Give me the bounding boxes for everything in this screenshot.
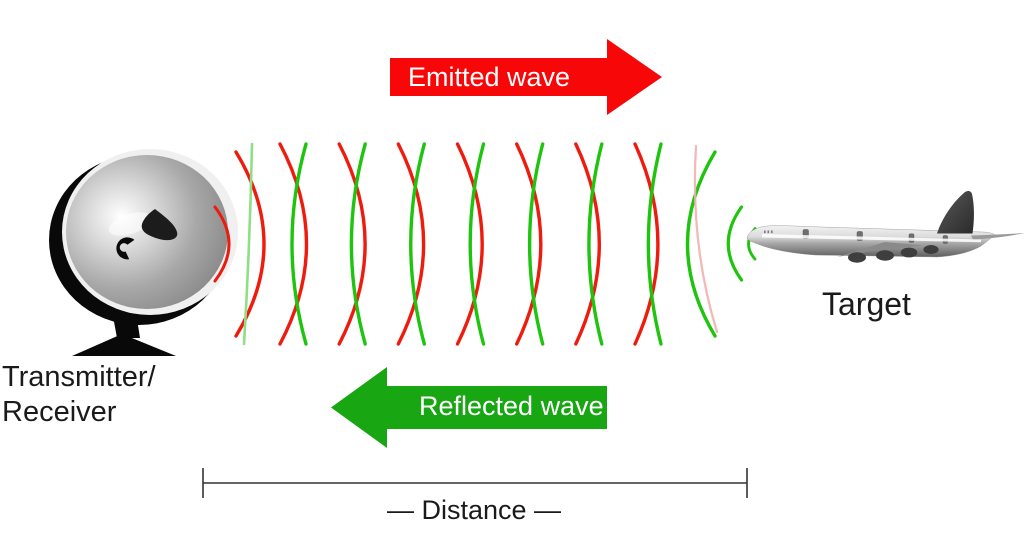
svg-text:Emitted wave: Emitted wave bbox=[408, 62, 570, 92]
svg-text:Reflected wave: Reflected wave bbox=[419, 391, 604, 421]
